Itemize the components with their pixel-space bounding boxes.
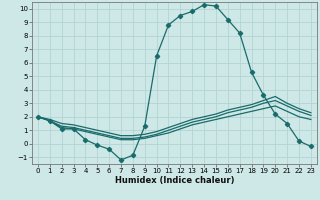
X-axis label: Humidex (Indice chaleur): Humidex (Indice chaleur) bbox=[115, 176, 234, 185]
